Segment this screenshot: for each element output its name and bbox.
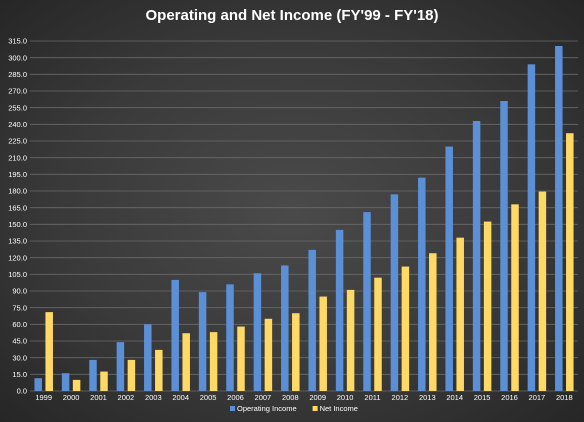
bar-net-income (456, 237, 464, 391)
bar-operating-income (308, 249, 316, 391)
y-tick-label: 120.0 (8, 253, 27, 262)
bar-net-income (182, 333, 190, 391)
y-axis: 0.0 15.0 30.0 45.0 60.0 75.0 90.0 105.0 120.0 135… (8, 37, 27, 396)
bar-operating-income (335, 229, 344, 391)
bar-net-income (566, 133, 574, 391)
y-tick-label: 75.0 (12, 303, 27, 312)
bar-net-income (127, 359, 136, 391)
bars (34, 46, 574, 391)
bar-operating-income (171, 279, 179, 391)
y-tick-label: 195.0 (8, 170, 27, 179)
y-tick-label: 0.0 (17, 387, 27, 396)
x-tick-label: 2012 (392, 393, 409, 402)
bar-net-income (209, 332, 218, 391)
y-tick-label: 60.0 (12, 320, 27, 329)
bar-operating-income (61, 373, 70, 391)
legend-label: Net Income (320, 404, 358, 413)
x-tick-label: 2005 (200, 393, 217, 402)
x-tick-label: 2006 (227, 393, 244, 402)
x-tick-label: 2001 (90, 393, 107, 402)
bar-net-income (237, 326, 245, 391)
x-tick-label: 2017 (529, 393, 546, 402)
bar-operating-income (418, 177, 426, 391)
bar-net-income (264, 318, 273, 391)
bar-operating-income (253, 273, 262, 391)
y-tick-label: 15.0 (12, 370, 27, 379)
bar-operating-income (226, 284, 234, 391)
bar-net-income (155, 349, 163, 391)
y-tick-label: 150.0 (8, 220, 27, 229)
bar-net-income (292, 313, 300, 391)
bar-net-income (100, 371, 108, 391)
bar-net-income (72, 379, 81, 391)
y-tick-label: 30.0 (12, 353, 27, 362)
x-tick-label: 2016 (501, 393, 518, 402)
bar-operating-income (555, 46, 563, 391)
bar-operating-income (390, 194, 399, 391)
bar-net-income (374, 277, 382, 391)
y-tick-label: 225.0 (8, 137, 27, 146)
x-tick-label: 2008 (282, 393, 299, 402)
x-tick-label: 2013 (419, 393, 436, 402)
x-tick-label: 2018 (556, 393, 573, 402)
x-tick-label: 2009 (309, 393, 326, 402)
bar-net-income (511, 204, 519, 391)
bar-operating-income (527, 64, 536, 391)
x-tick-label: 2014 (446, 393, 463, 402)
y-tick-label: 255.0 (8, 103, 27, 112)
chart-title: Operating and Net Income (FY'99 - FY'18) (145, 7, 438, 24)
x-tick-label: 2011 (364, 393, 380, 402)
x-axis: 1999 2000 2001 2002 2003 2004 2005 2006 2007 2008… (35, 393, 572, 402)
bar-operating-income (198, 292, 207, 391)
y-tick-label: 180.0 (8, 187, 27, 196)
bar-operating-income (89, 359, 97, 391)
y-tick-label: 45.0 (12, 337, 27, 346)
legend: Operating Income Net Income (230, 404, 358, 413)
bar-net-income (483, 221, 492, 391)
y-tick-label: 165.0 (8, 203, 27, 212)
bar-operating-income (472, 121, 481, 391)
legend-label: Operating Income (237, 404, 297, 413)
bar-operating-income (500, 101, 508, 391)
bar-net-income (319, 296, 327, 391)
bar-operating-income (34, 378, 42, 391)
x-tick-label: 2015 (474, 393, 491, 402)
bar-net-income (429, 253, 437, 391)
bar-operating-income (363, 212, 371, 391)
bar-operating-income (445, 146, 453, 391)
x-tick-label: 2007 (255, 393, 272, 402)
y-tick-label: 240.0 (8, 120, 27, 129)
legend-swatch (230, 406, 235, 411)
bar-net-income (45, 312, 53, 391)
legend-swatch (312, 406, 318, 411)
x-tick-label: 2010 (337, 393, 354, 402)
x-tick-label: 2002 (118, 393, 135, 402)
y-tick-label: 210.0 (8, 153, 27, 162)
y-tick-label: 105.0 (8, 270, 27, 279)
y-tick-label: 285.0 (8, 70, 27, 79)
x-tick-label: 2000 (63, 393, 80, 402)
bar-net-income (401, 266, 410, 391)
bar-operating-income (116, 342, 125, 391)
bar-net-income (346, 289, 355, 391)
y-tick-label: 300.0 (8, 53, 27, 62)
y-tick-label: 135.0 (8, 237, 27, 246)
y-tick-label: 270.0 (8, 87, 27, 96)
bar-operating-income (281, 265, 289, 391)
y-tick-label: 90.0 (12, 287, 27, 296)
bar-operating-income (144, 324, 152, 391)
x-tick-label: 2004 (172, 393, 189, 402)
y-tick-label: 315.0 (8, 37, 27, 46)
bar-net-income (538, 191, 547, 391)
x-tick-label: 1999 (35, 393, 52, 402)
gridlines (30, 40, 578, 392)
x-tick-label: 2003 (145, 393, 162, 402)
